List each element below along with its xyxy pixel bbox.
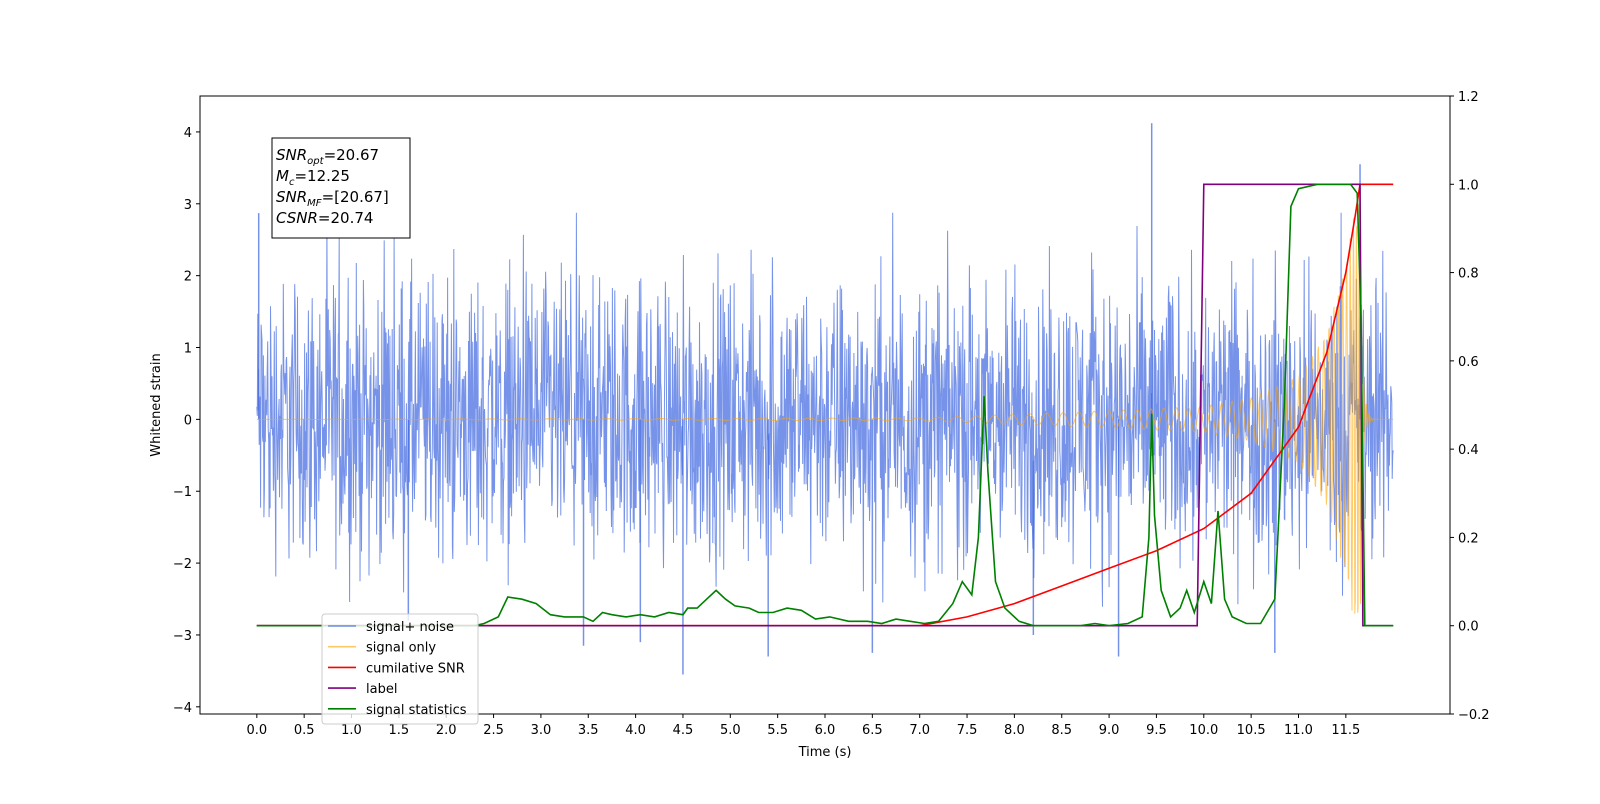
legend-label-signal-statistics: signal statistics xyxy=(366,703,467,718)
right-tick-label: 1.0 xyxy=(1458,178,1479,193)
right-tick-label: 0.4 xyxy=(1458,443,1479,458)
legend-label-signal-only: signal only xyxy=(366,641,436,656)
left-tick-label: 1 xyxy=(184,342,192,357)
right-tick-label: 0.6 xyxy=(1458,355,1479,370)
legend-label-cumilative-snr: cumilative SNR xyxy=(366,661,465,676)
right-y-axis: −0.2 0.0 0.2 0.4 0.6 0.8 1.0 1.2 xyxy=(1450,90,1490,723)
x-tick-label: 5.0 xyxy=(720,723,741,738)
x-tick-label: 0.0 xyxy=(246,723,267,738)
x-tick-label: 5.5 xyxy=(767,723,788,738)
annotation-frame xyxy=(271,137,411,239)
x-tick-label: 3.5 xyxy=(578,723,599,738)
x-tick-label: 0.5 xyxy=(294,723,315,738)
x-tick-label: 11.5 xyxy=(1331,723,1360,738)
left-tick-label: 0 xyxy=(184,413,192,428)
x-tick-label: 2.5 xyxy=(483,723,504,738)
x-tick-label: 3.0 xyxy=(531,723,552,738)
x-tick-label: 7.0 xyxy=(909,723,930,738)
left-tick-label: 4 xyxy=(184,126,192,141)
x-axis: 0.0 0.5 1.0 1.5 2.0 2.5 3.0 3.5 4.0 4.5 5.0 5.5 6.0 6… xyxy=(246,714,1360,738)
left-tick-label: −3 xyxy=(173,629,192,644)
cumilative-snr-line xyxy=(256,183,1394,627)
x-tick-label: 11.0 xyxy=(1284,723,1313,738)
legend: signal+ noise signal only cumilative SNR la… xyxy=(321,613,479,725)
annotation-line: CSNR=20.74 xyxy=(276,209,373,227)
annotation-line: SNRopt=20.67 xyxy=(276,146,379,167)
left-tick-label: −1 xyxy=(173,485,192,500)
x-tick-label: 6.5 xyxy=(862,723,883,738)
y-axis-label: Whitened strain xyxy=(149,353,164,456)
x-tick-label: 9.0 xyxy=(1099,723,1120,738)
signal-statistics-line xyxy=(256,183,1394,627)
x-tick-label: 8.5 xyxy=(1051,723,1072,738)
right-tick-label: 0.8 xyxy=(1458,267,1479,282)
right-tick-label: 1.2 xyxy=(1458,90,1479,105)
x-tick-label: 10.5 xyxy=(1237,723,1266,738)
annotation-line: SNRMF=[20.67] xyxy=(276,188,389,209)
right-tick-label: 0.2 xyxy=(1458,531,1479,546)
x-tick-label: 1.0 xyxy=(341,723,362,738)
legend-label-signal-noise: signal+ noise xyxy=(366,620,454,635)
annotation-box: SNRopt=20.67Mc=12.25SNRMF=[20.67]CSNR=20… xyxy=(271,137,411,239)
left-tick-label: 2 xyxy=(184,270,192,285)
legend-label-label: label xyxy=(366,682,397,697)
left-y-axis: −4 −3 −2 −1 0 1 2 3 4 xyxy=(173,126,200,716)
x-tick-label: 4.5 xyxy=(673,723,694,738)
x-tick-label: 10.0 xyxy=(1189,723,1218,738)
signal-noise-line xyxy=(256,212,1394,607)
left-tick-label: −2 xyxy=(173,557,192,572)
right-tick-label: 0.0 xyxy=(1458,620,1479,635)
x-tick-label: 7.5 xyxy=(957,723,978,738)
left-tick-label: 3 xyxy=(184,198,192,213)
legend-frame xyxy=(321,613,479,725)
signal-only-line xyxy=(256,204,1394,614)
x-tick-label: 1.5 xyxy=(389,723,410,738)
right-tick-label: −0.2 xyxy=(1458,708,1490,723)
x-tick-label: 2.0 xyxy=(436,723,457,738)
x-tick-label: 4.0 xyxy=(625,723,646,738)
x-tick-label: 8.0 xyxy=(1004,723,1025,738)
plot-lines xyxy=(256,123,1394,675)
annotation-line: Mc=12.25 xyxy=(276,167,350,188)
x-axis-label: Time (s) xyxy=(798,745,852,760)
x-tick-label: 6.0 xyxy=(815,723,836,738)
x-tick-label: 9.5 xyxy=(1146,723,1167,738)
left-tick-label: −4 xyxy=(173,701,192,716)
